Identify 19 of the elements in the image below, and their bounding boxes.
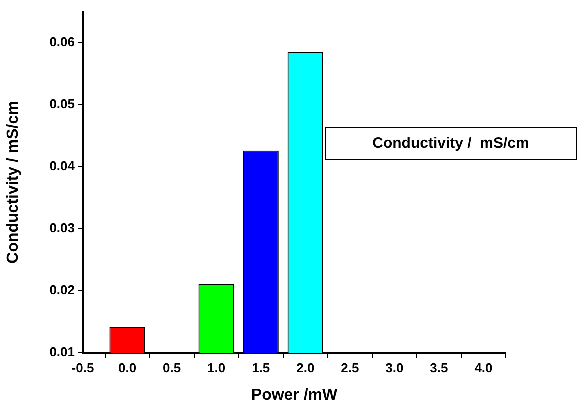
x-tick-label: 1.5 <box>252 360 270 376</box>
x-tick-label: 4.0 <box>474 360 493 376</box>
y-tick-label: 0.06 <box>50 34 75 50</box>
y-tick-label: 0.04 <box>50 158 76 174</box>
x-tick-label: 3.0 <box>386 360 404 376</box>
x-axis-title: Power /mW <box>251 386 339 404</box>
x-tick-label: -0.5 <box>72 360 94 376</box>
y-tick-label: 0.05 <box>50 96 75 112</box>
x-tick-label: 3.5 <box>430 360 448 376</box>
y-axis-title: Conductivity / mS/cm <box>5 101 22 264</box>
y-tick-label: 0.03 <box>50 220 75 236</box>
y-tick-label: 0.02 <box>50 282 75 298</box>
text: Conductivity / mS/cm <box>325 127 577 160</box>
y-tick-label: 0.01 <box>50 344 75 360</box>
x-tick-label: 2.0 <box>296 360 315 376</box>
x-tick-label: 0.0 <box>118 360 137 376</box>
x-tick-label: 0.5 <box>163 360 182 376</box>
x-tick-label: 1.0 <box>208 360 226 376</box>
x-tick-label: 2.5 <box>341 360 360 376</box>
